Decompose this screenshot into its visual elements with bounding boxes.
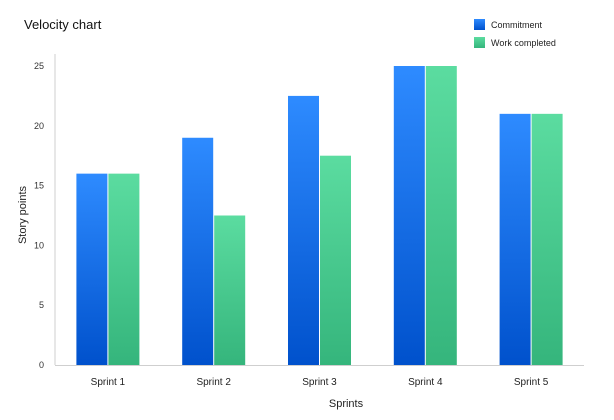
bar-commitment-5 — [499, 113, 531, 365]
bar-work-completed-5 — [531, 113, 563, 365]
bar-commitment-4 — [393, 66, 425, 365]
bar-work-completed-4 — [425, 66, 457, 365]
bar-commitment-2 — [182, 137, 214, 365]
y-tick-label: 10 — [34, 240, 44, 250]
bar-work-completed-2 — [214, 215, 246, 365]
y-axis-ticks: 0 5 10 15 20 25 — [34, 61, 44, 370]
bar-commitment-1 — [76, 173, 108, 365]
x-tick-label: Sprint 3 — [302, 377, 337, 388]
y-tick-label: 15 — [34, 181, 44, 191]
chart-title: Velocity chart — [24, 17, 102, 32]
bar-commitment-3 — [288, 95, 319, 366]
x-axis-label: Sprints — [329, 398, 364, 410]
y-tick-label: 0 — [39, 360, 44, 370]
x-axis-ticks: Sprint 1 Sprint 2 Sprint 3 Sprint 4 Sprint 5 — [91, 377, 549, 388]
x-tick-label: Sprint 4 — [408, 377, 443, 388]
bars-group — [76, 66, 563, 366]
legend: Commitment Work completed — [474, 19, 556, 48]
x-tick-label: Sprint 1 — [91, 377, 126, 388]
x-tick-label: Sprint 5 — [514, 377, 549, 388]
y-tick-label: 25 — [34, 61, 44, 71]
legend-swatch-commitment — [474, 19, 485, 30]
bar-work-completed-3 — [320, 155, 351, 365]
bar-work-completed-1 — [108, 173, 140, 365]
x-tick-label: Sprint 2 — [196, 377, 231, 388]
legend-label-commitment: Commitment — [491, 20, 543, 30]
legend-swatch-work-completed — [474, 37, 485, 48]
y-axis-label: Story points — [17, 185, 29, 244]
y-tick-label: 20 — [34, 121, 44, 131]
legend-label-work-completed: Work completed — [491, 38, 556, 48]
y-tick-label: 5 — [39, 300, 44, 310]
